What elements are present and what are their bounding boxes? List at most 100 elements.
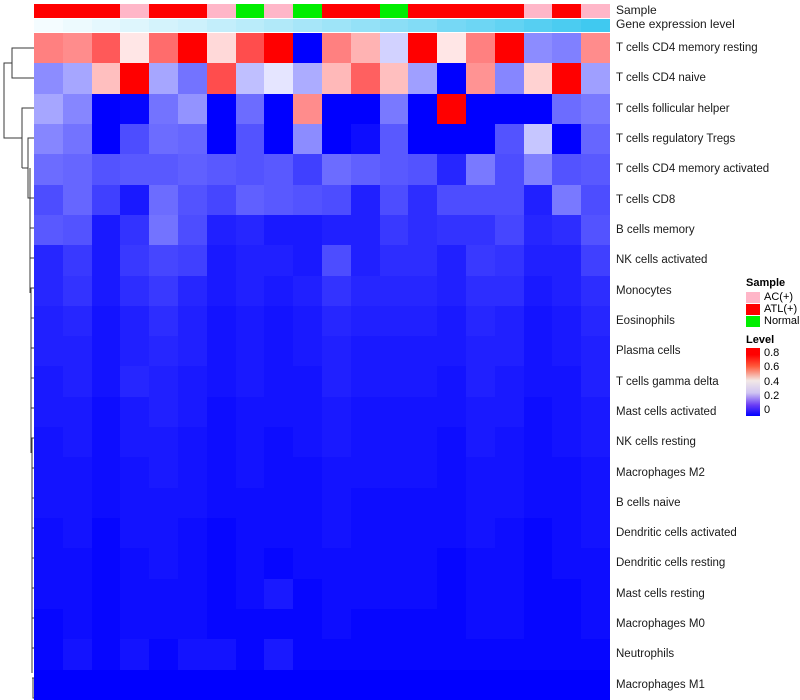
heatmap-cell (264, 366, 294, 397)
heatmap-cell (120, 63, 150, 94)
heatmap-cell (408, 33, 438, 64)
sample-annotation-cell (321, 4, 351, 18)
heatmap-cell (62, 154, 92, 185)
heatmap-cell (120, 154, 150, 185)
sample-annotation-label: Sample (616, 3, 657, 17)
heatmap-cell (494, 275, 524, 306)
heatmap-cell (437, 33, 466, 64)
heatmap-cell (34, 214, 63, 246)
heatmap-cell (206, 487, 236, 518)
heatmap-cell (206, 366, 236, 397)
heatmap-cell (465, 336, 495, 367)
heatmap-cell (206, 63, 236, 94)
heatmap-cell (408, 214, 438, 246)
heatmap-cell (552, 245, 582, 276)
heatmap-cell (552, 578, 582, 609)
heatmap-cell (581, 275, 610, 306)
heatmap-cell (264, 427, 294, 458)
heatmap-cell (350, 396, 380, 428)
heatmap-cell (206, 123, 236, 155)
heatmap-cell (177, 275, 207, 306)
heatmap-cell (523, 93, 553, 124)
heatmap-grid (34, 33, 610, 700)
heatmap-cell (91, 518, 121, 549)
heatmap-cell (465, 184, 495, 215)
heatmap-cell (264, 214, 294, 246)
heatmap-cell (264, 154, 294, 185)
heatmap-cell (379, 669, 409, 700)
heatmap-cell (149, 336, 178, 367)
heatmap-cell (177, 487, 207, 518)
heatmap-cell (465, 63, 495, 94)
heatmap-cell (293, 63, 322, 94)
heatmap-cell (437, 305, 466, 337)
legend-sample-item: ATL(+) (746, 303, 800, 315)
heatmap-cell (293, 578, 322, 609)
heatmap-cell (177, 608, 207, 640)
heatmap-cell (62, 669, 92, 700)
heatmap-cell (350, 245, 380, 276)
heatmap-cell (465, 93, 495, 124)
heatmap-cell (581, 518, 610, 549)
heatmap-cell (177, 396, 207, 428)
heatmap-cell (177, 548, 207, 579)
heatmap-cell (408, 336, 438, 367)
heatmap-cell (437, 548, 466, 579)
heatmap-row (34, 457, 610, 488)
heatmap-cell (264, 245, 294, 276)
heatmap-cell (437, 457, 466, 488)
heatmap-cell (581, 93, 610, 124)
heatmap-cell (235, 548, 265, 579)
heatmap-cell (34, 123, 63, 155)
heatmap-cell (264, 669, 294, 700)
heatmap-cell (350, 33, 380, 64)
level-tick-label: 0.4 (764, 375, 780, 388)
heatmap-cell (293, 93, 322, 124)
heatmap-cell (379, 396, 409, 428)
heatmap-cell (62, 123, 92, 155)
heatmap-cell (62, 548, 92, 579)
heatmap-cell (34, 396, 63, 428)
heatmap-row (34, 275, 610, 306)
heatmap-cell (264, 336, 294, 367)
heatmap-cell (523, 154, 553, 185)
heatmap-cell (120, 245, 150, 276)
heatmap-cell (465, 214, 495, 246)
heatmap-cell (437, 396, 466, 428)
heatmap-cell (149, 669, 178, 700)
heatmap-row (34, 669, 610, 700)
heatmap-cell (552, 366, 582, 397)
gene-expression-annotation-cell (120, 19, 150, 32)
heatmap-cell (149, 245, 178, 276)
heatmap-cell (206, 33, 236, 64)
gene-expression-annotation-cell (293, 19, 322, 32)
heatmap-cell (91, 487, 121, 518)
heatmap-cell (581, 396, 610, 428)
heatmap-cell (523, 578, 553, 609)
gene-expression-annotation-cell (523, 19, 553, 32)
heatmap-row-label: Macrophages M1 (616, 678, 705, 691)
heatmap-cell (149, 639, 178, 670)
heatmap-cell (465, 639, 495, 670)
heatmap-cell (437, 93, 466, 124)
heatmap-cell (264, 639, 294, 670)
heatmap-cell (552, 608, 582, 640)
legend-level-block: Level 0.8 0.6 0.4 0.2 0 (746, 334, 800, 416)
gene-expression-annotation-cell (552, 19, 582, 32)
heatmap-cell (293, 396, 322, 428)
heatmap-row-label: NK cells activated (616, 254, 708, 267)
heatmap-cell (235, 275, 265, 306)
heatmap-cell (177, 427, 207, 458)
heatmap-row-label: T cells CD8 (616, 193, 676, 206)
heatmap-cell (293, 608, 322, 640)
heatmap-cell (494, 548, 524, 579)
heatmap-cell (235, 245, 265, 276)
heatmap-cell (177, 457, 207, 488)
heatmap-cell (581, 427, 610, 458)
heatmap-cell (149, 275, 178, 306)
heatmap-cell (206, 184, 236, 215)
heatmap-cell (465, 608, 495, 640)
heatmap-cell (465, 396, 495, 428)
heatmap-cell (91, 366, 121, 397)
